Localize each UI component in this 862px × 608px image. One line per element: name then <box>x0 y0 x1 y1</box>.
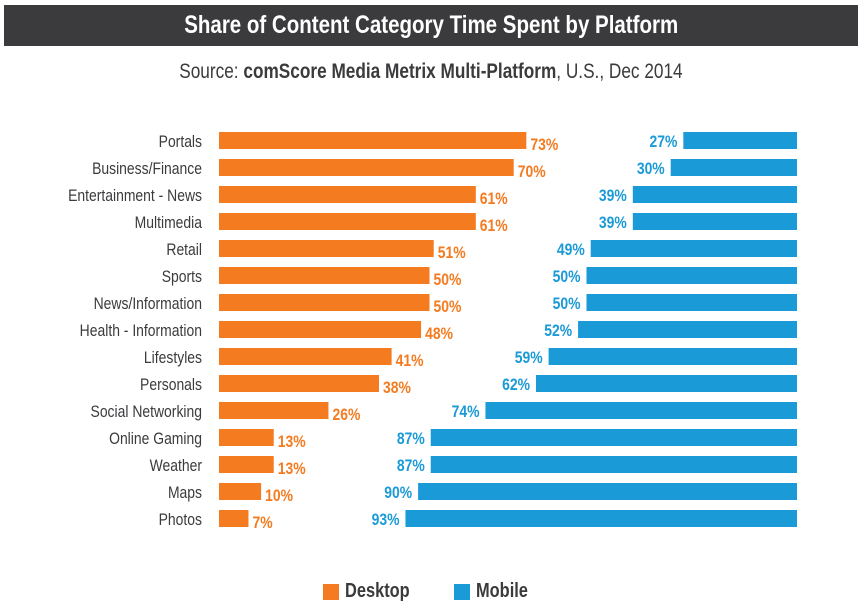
desktop-bar <box>219 375 379 392</box>
desktop-bar <box>219 321 422 338</box>
category-label: Social Networking <box>91 403 202 422</box>
desktop-value-label: 7% <box>252 514 272 533</box>
source-name: comScore Media Metrix Multi-Platform <box>243 60 557 83</box>
mobile-bar <box>405 510 797 527</box>
desktop-value-label: 51% <box>438 244 466 263</box>
mobile-value-label: 87% <box>397 457 425 476</box>
mobile-bar <box>418 483 797 500</box>
desktop-bar <box>219 348 392 365</box>
category-label: Personals <box>140 376 202 395</box>
desktop-value-label: 61% <box>480 190 508 209</box>
desktop-bar <box>219 267 430 284</box>
desktop-bar <box>219 186 476 203</box>
mobile-value-label: 30% <box>637 160 665 179</box>
category-label: Portals <box>159 133 203 152</box>
mobile-bar <box>670 159 797 176</box>
desktop-bar <box>219 402 329 419</box>
desktop-bar <box>219 456 274 473</box>
mobile-value-label: 50% <box>553 268 581 287</box>
mobile-value-label: 39% <box>599 214 627 233</box>
category-label: Lifestyles <box>144 349 202 368</box>
legend-label-desktop: Desktop <box>344 580 410 602</box>
desktop-bar <box>219 159 514 176</box>
category-label: Multimedia <box>135 214 203 233</box>
mobile-value-label: 87% <box>397 430 425 449</box>
category-label: Maps <box>168 484 202 503</box>
desktop-value-label: 38% <box>383 379 411 398</box>
mobile-value-label: 62% <box>502 376 530 395</box>
desktop-value-label: 73% <box>530 136 558 155</box>
desktop-value-label: 50% <box>434 298 462 317</box>
title-bar: Share of Content Category Time Spent by … <box>4 5 858 46</box>
mobile-bar <box>548 348 797 365</box>
desktop-value-label: 41% <box>396 352 424 371</box>
mobile-value-label: 52% <box>544 322 572 341</box>
desktop-bar <box>219 510 249 527</box>
category-label: Photos <box>159 511 203 530</box>
desktop-bar <box>219 294 430 311</box>
category-label: Health - Information <box>80 322 202 341</box>
mobile-bar <box>586 267 797 284</box>
desktop-bar <box>219 213 476 230</box>
mobile-bar <box>535 375 797 392</box>
mobile-bar <box>632 213 797 230</box>
source-suffix: , U.S., Dec 2014 <box>556 60 683 83</box>
mobile-bar <box>578 321 797 338</box>
category-label: News/Information <box>94 295 202 314</box>
category-label: Retail <box>166 241 202 260</box>
desktop-value-label: 10% <box>265 487 293 506</box>
mobile-swatch <box>453 583 470 600</box>
category-label: Entertainment - News <box>68 187 202 206</box>
desktop-swatch <box>322 583 339 600</box>
mobile-bar <box>590 240 797 257</box>
desktop-value-label: 70% <box>518 163 546 182</box>
desktop-bar <box>219 240 434 257</box>
mobile-value-label: 50% <box>553 295 581 314</box>
category-label: Sports <box>162 268 202 287</box>
mobile-value-label: 27% <box>649 133 677 152</box>
desktop-bar <box>219 483 262 500</box>
legend: Desktop Mobile <box>0 580 862 603</box>
chart-title: Share of Content Category Time Spent by … <box>184 11 678 39</box>
desktop-bar <box>219 132 527 149</box>
category-label: Online Gaming <box>109 430 202 449</box>
desktop-value-label: 61% <box>480 217 508 236</box>
mobile-value-label: 59% <box>515 349 543 368</box>
desktop-value-label: 50% <box>434 271 462 290</box>
mobile-bar <box>683 132 797 149</box>
mobile-bar <box>485 402 797 419</box>
mobile-bar <box>586 294 797 311</box>
mobile-bar <box>430 456 797 473</box>
category-label: Business/Finance <box>92 160 202 179</box>
desktop-value-label: 13% <box>278 433 306 452</box>
mobile-value-label: 90% <box>384 484 412 503</box>
desktop-value-label: 26% <box>332 406 360 425</box>
desktop-value-label: 13% <box>278 460 306 479</box>
legend-item-mobile: Mobile <box>453 580 539 603</box>
source-prefix: Source: <box>179 60 244 83</box>
legend-label-mobile: Mobile <box>475 580 528 602</box>
legend-item-desktop: Desktop <box>322 580 424 603</box>
mobile-bar <box>430 429 797 446</box>
mobile-value-label: 39% <box>599 187 627 206</box>
desktop-bar <box>219 429 274 446</box>
category-label: Weather <box>150 457 202 476</box>
mobile-value-label: 93% <box>372 511 400 530</box>
mobile-bar <box>632 186 797 203</box>
desktop-value-label: 48% <box>425 325 453 344</box>
mobile-value-label: 49% <box>557 241 585 260</box>
mobile-value-label: 74% <box>452 403 480 422</box>
chart-subtitle: Source: comScore Media Metrix Multi-Plat… <box>0 60 862 84</box>
